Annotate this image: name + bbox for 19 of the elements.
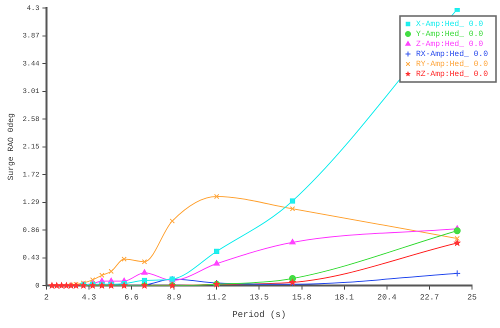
legend-label: X-Amp:Hed_ 0.0	[416, 20, 484, 30]
y-axis-title: Surge RAO 0deg	[6, 113, 16, 180]
x-tick-label: 2	[44, 294, 49, 303]
x-tick-label: 8.9	[166, 294, 182, 303]
x-tick-label: 25	[467, 294, 477, 303]
x-tick-label: 22.7	[420, 294, 440, 303]
legend-label: Y-Amp:Hed_ 0.0	[416, 30, 484, 40]
legend-label: RX-Amp:Hed_ 0.0	[416, 50, 488, 60]
x-tick-label: 6.6	[124, 294, 139, 303]
x-tick-label: 15.8	[292, 294, 312, 303]
legend-label: RZ-Amp:Hed_ 0.0	[416, 70, 488, 80]
x-tick-label: 4.3	[82, 294, 96, 303]
legend-label: RY-Amp:Hed_ 0.0	[416, 60, 488, 70]
legend-label: Z-Amp:Hed_ 0.0	[416, 40, 484, 50]
x-tick-label: 20.4	[377, 294, 397, 303]
x-axis-title: Period (s)	[232, 310, 286, 320]
x-tick-label: 18.1	[334, 294, 354, 303]
x-tick-label: 11.2	[207, 294, 226, 303]
x-tick-label: 13.5	[250, 294, 269, 303]
